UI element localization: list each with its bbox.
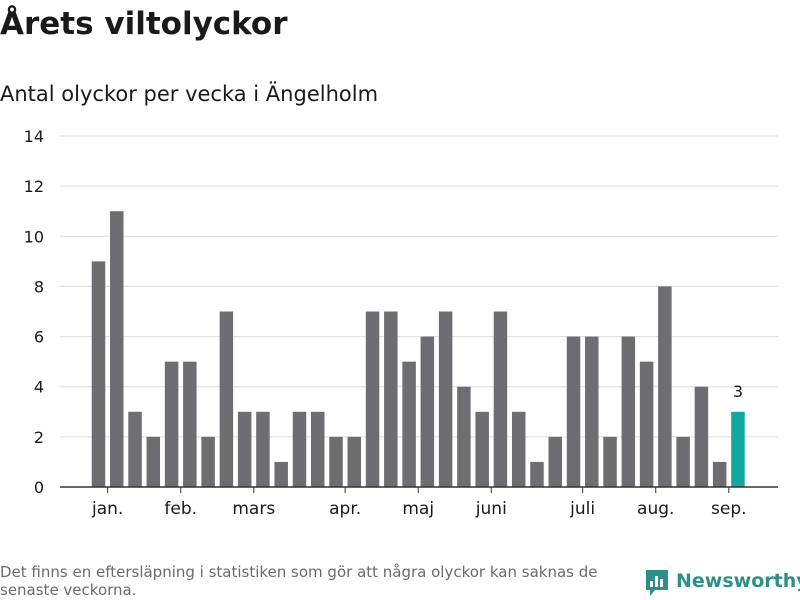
bar <box>347 436 362 487</box>
bar <box>621 336 636 487</box>
bar <box>457 386 471 487</box>
bar <box>310 411 325 487</box>
bar <box>91 261 106 487</box>
bar <box>438 311 453 487</box>
bar <box>237 411 252 487</box>
y-tick-label: 4 <box>34 378 44 397</box>
bar <box>712 461 727 487</box>
bar <box>201 436 215 487</box>
y-tick-label: 10 <box>24 227 44 246</box>
chart-subtitle: Antal olyckor per vecka i Ängelholm <box>0 82 379 106</box>
x-tick-label: maj <box>402 499 434 519</box>
footnote: Det finns en eftersläpning i statistiken… <box>0 563 598 599</box>
x-tick-label: feb. <box>164 499 197 519</box>
x-tick-label: jan. <box>91 499 123 519</box>
bar <box>256 411 270 487</box>
newsworthy-logo-icon <box>646 570 668 596</box>
bar <box>164 361 179 487</box>
bar <box>128 411 142 487</box>
bar <box>530 461 544 487</box>
bar <box>566 336 581 487</box>
x-tick-label: apr. <box>329 499 361 519</box>
x-tick-label: sep. <box>711 499 747 519</box>
bar <box>694 386 709 487</box>
bar <box>420 336 435 487</box>
bar <box>274 461 288 487</box>
bar <box>639 361 654 487</box>
bar <box>402 361 416 487</box>
y-tick-label: 8 <box>34 277 44 296</box>
bar <box>548 436 562 487</box>
bar <box>475 411 489 487</box>
bar <box>183 361 197 487</box>
x-tick-label: aug. <box>637 499 674 519</box>
bar <box>511 411 526 487</box>
x-tick-label: juni <box>475 499 507 519</box>
x-tick-label: mars <box>232 499 275 519</box>
bar <box>110 211 124 487</box>
y-tick-label: 6 <box>34 328 44 347</box>
bar <box>292 411 307 487</box>
bar <box>329 436 343 487</box>
chart-title: Årets viltolyckor <box>0 6 288 42</box>
y-tick-label: 0 <box>34 478 44 497</box>
brand-name: Newsworthy <box>676 570 800 592</box>
bar <box>384 311 398 487</box>
y-tick-label: 12 <box>24 177 44 196</box>
bar <box>365 311 380 487</box>
bar <box>146 436 161 487</box>
bar-chart: 0 2 4 6 8 10 12 14 3 jan. feb. mars apr. maj juni juli a… <box>24 127 778 519</box>
bar <box>585 336 599 487</box>
bar <box>603 436 617 487</box>
y-tick-label: 2 <box>34 428 44 447</box>
bar <box>493 311 508 487</box>
bar <box>658 286 672 487</box>
bar <box>676 436 690 487</box>
data-label: 3 <box>733 382 743 401</box>
bar-highlight <box>731 411 745 487</box>
y-tick-label: 14 <box>24 127 44 146</box>
bar <box>219 311 234 487</box>
x-tick-label: juli <box>569 499 595 519</box>
newsworthy-logo[interactable]: Newsworthy <box>644 568 800 600</box>
